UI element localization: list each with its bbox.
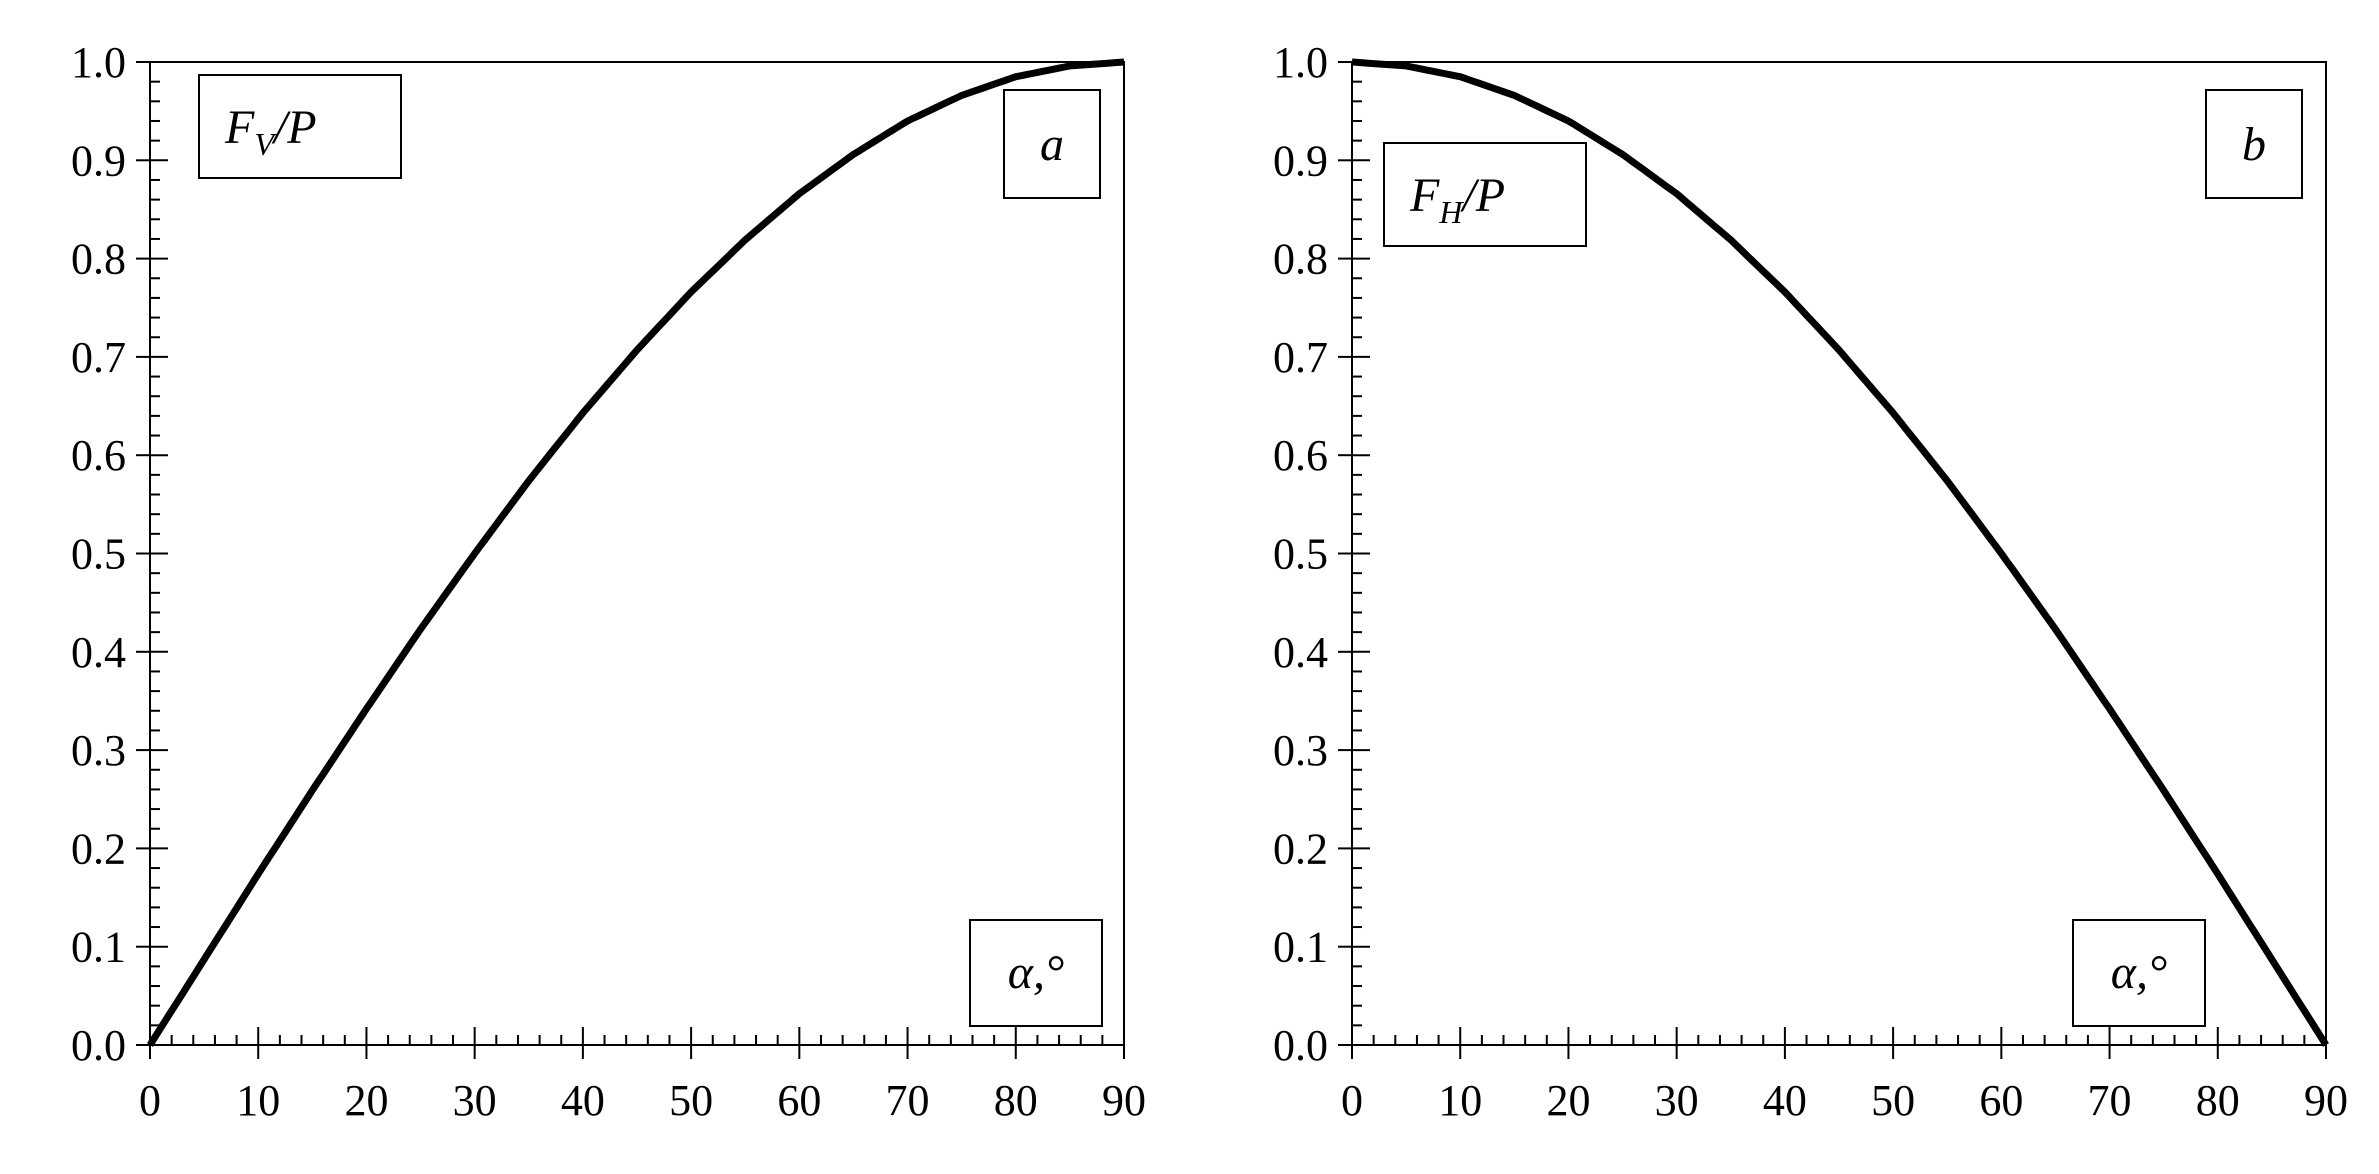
panel-label-box — [1003, 89, 1101, 199]
panel-a: 0 10 20 30 40 50 60 70 80 90 0.0 0.1 0.2 0.3 0.4 0.5 0.6… — [71, 38, 1146, 1125]
y-tick-label: 0.0 — [1273, 1021, 1328, 1070]
y-tick-label: 0.0 — [71, 1021, 126, 1070]
xlabel-box — [2072, 919, 2206, 1027]
x-tick-label: 10 — [1438, 1076, 1482, 1125]
y-tick-label: 0.7 — [1273, 333, 1328, 382]
x-tick-label: 90 — [1102, 1076, 1146, 1125]
panel-label: a — [1040, 118, 1064, 171]
x-tick-label: 20 — [344, 1076, 388, 1125]
y-tick-label: 0.1 — [1273, 923, 1328, 972]
y-tick-label: 0.4 — [1273, 628, 1328, 677]
x-tick-label: 80 — [994, 1076, 1038, 1125]
ylabel: FH/P — [1409, 169, 1505, 230]
plot-frame — [149, 61, 1125, 1046]
x-tick-label: 60 — [1979, 1076, 2023, 1125]
x-tick-label: 30 — [1655, 1076, 1699, 1125]
x-tick-label: 50 — [1871, 1076, 1915, 1125]
x-tick-label: 40 — [1763, 1076, 1807, 1125]
y-tick-label: 0.9 — [1273, 136, 1328, 185]
ylabel: FV/P — [224, 101, 317, 162]
series-line — [1351, 58, 2329, 1047]
y-tick-label: 0.6 — [1273, 431, 1328, 480]
x-tick-label: 0 — [139, 1076, 161, 1125]
y-tick-label: 0.8 — [1273, 235, 1328, 284]
x-tick-label: 50 — [669, 1076, 713, 1125]
ylabel-box — [1383, 142, 1587, 247]
y-tick-label: 0.7 — [71, 333, 126, 382]
y-tick-label: 1.0 — [71, 38, 126, 87]
y-tick-label: 0.1 — [71, 923, 126, 972]
panel-b: 0 10 20 30 40 50 60 70 80 90 0.0 0.1 0.2 0.3 0.4 0.5 0.6… — [1273, 38, 2348, 1125]
y-tick-label: 0.4 — [71, 628, 126, 677]
x-tick-label: 30 — [453, 1076, 497, 1125]
series-line — [147, 58, 1125, 1047]
x-tick-label: 90 — [2304, 1076, 2348, 1125]
panel-label: b — [2242, 118, 2266, 171]
x-tick-label: 80 — [2196, 1076, 2240, 1125]
panel-label-box — [2205, 89, 2303, 199]
xlabel: α,° — [2111, 946, 2167, 999]
x-tick-label: 70 — [2088, 1076, 2132, 1125]
xlabel-box — [969, 919, 1103, 1027]
y-tick-label: 0.9 — [71, 136, 126, 185]
x-tick-label: 60 — [777, 1076, 821, 1125]
y-tick-label: 0.2 — [1273, 824, 1328, 873]
y-tick-label: 0.6 — [71, 431, 126, 480]
x-tick-label: 40 — [561, 1076, 605, 1125]
y-tick-label: 0.3 — [1273, 726, 1328, 775]
y-tick-label: 0.5 — [1273, 530, 1328, 579]
y-tick-label: 0.3 — [71, 726, 126, 775]
y-tick-label: 0.2 — [71, 824, 126, 873]
xlabel: α,° — [1008, 946, 1064, 999]
y-tick-label: 1.0 — [1273, 38, 1328, 87]
x-tick-label: 70 — [886, 1076, 930, 1125]
x-tick-label: 20 — [1546, 1076, 1590, 1125]
x-tick-label: 10 — [236, 1076, 280, 1125]
y-tick-label: 0.5 — [71, 530, 126, 579]
y-tick-label: 0.8 — [71, 235, 126, 284]
x-tick-label: 0 — [1341, 1076, 1363, 1125]
ylabel-box — [198, 74, 402, 179]
